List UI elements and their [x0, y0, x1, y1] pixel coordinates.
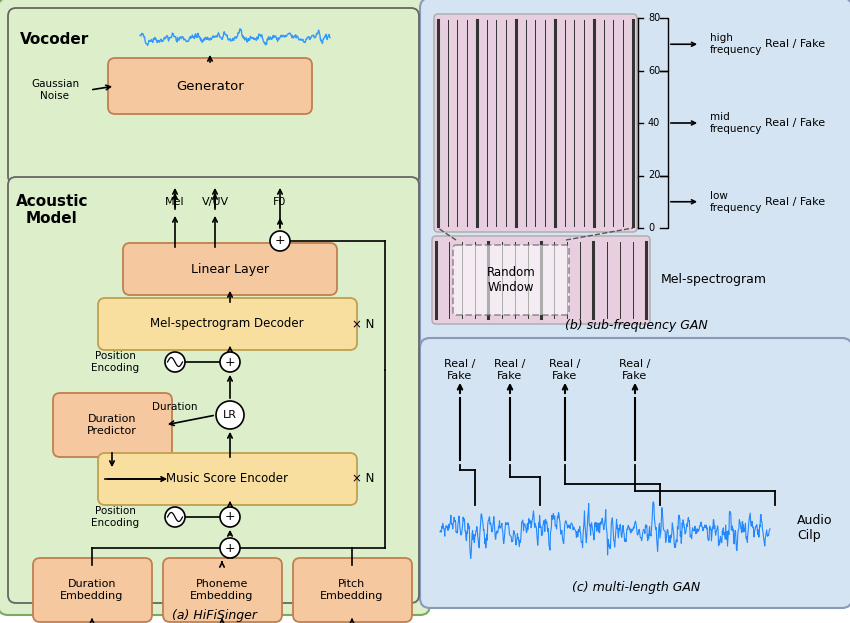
Text: frequency: frequency	[710, 202, 762, 212]
Text: Real /
Fake: Real / Fake	[495, 359, 525, 381]
Circle shape	[220, 507, 240, 527]
Text: Generator: Generator	[176, 80, 244, 92]
Text: 40: 40	[648, 118, 660, 128]
Text: Duration
Predictor: Duration Predictor	[87, 414, 137, 436]
Circle shape	[270, 231, 290, 251]
Text: +: +	[224, 541, 235, 554]
FancyBboxPatch shape	[8, 177, 419, 603]
Text: F0: F0	[274, 197, 286, 207]
Text: frequency: frequency	[710, 124, 762, 134]
FancyBboxPatch shape	[98, 298, 357, 350]
Text: Audio
Cilp: Audio Cilp	[797, 514, 832, 542]
Text: Real / Fake: Real / Fake	[765, 118, 825, 128]
FancyBboxPatch shape	[420, 338, 850, 608]
Text: Position: Position	[94, 506, 135, 516]
Text: 20: 20	[648, 171, 660, 181]
Text: Position: Position	[94, 351, 135, 361]
Text: +: +	[275, 234, 286, 247]
FancyBboxPatch shape	[8, 8, 419, 184]
FancyBboxPatch shape	[0, 0, 430, 615]
Text: Real /
Fake: Real / Fake	[620, 359, 651, 381]
Text: low: low	[710, 191, 728, 201]
FancyBboxPatch shape	[453, 245, 569, 315]
Circle shape	[165, 352, 185, 372]
FancyBboxPatch shape	[420, 0, 850, 348]
Text: +: +	[224, 510, 235, 523]
FancyBboxPatch shape	[432, 236, 650, 324]
Text: Real / Fake: Real / Fake	[765, 39, 825, 49]
Circle shape	[220, 352, 240, 372]
FancyBboxPatch shape	[53, 393, 172, 457]
Text: Gaussian
Noise: Gaussian Noise	[31, 79, 79, 101]
FancyBboxPatch shape	[123, 243, 337, 295]
Text: Mel-spectrogram Decoder: Mel-spectrogram Decoder	[150, 318, 303, 330]
Text: Mel: Mel	[165, 197, 184, 207]
Text: 60: 60	[648, 65, 660, 75]
Text: Vocoder: Vocoder	[20, 32, 89, 47]
Text: 80: 80	[648, 13, 660, 23]
Text: (a) HiFiSinger: (a) HiFiSinger	[173, 609, 258, 622]
Text: mid: mid	[710, 112, 730, 122]
Text: LR: LR	[223, 410, 237, 420]
Text: Pitch
Embedding: Pitch Embedding	[320, 579, 383, 601]
Circle shape	[165, 507, 185, 527]
Text: frequency: frequency	[710, 45, 762, 55]
FancyBboxPatch shape	[33, 558, 152, 622]
Text: Real /
Fake: Real / Fake	[549, 359, 581, 381]
Text: Real / Fake: Real / Fake	[765, 197, 825, 207]
FancyBboxPatch shape	[163, 558, 282, 622]
Text: high: high	[710, 33, 733, 43]
Text: × N: × N	[352, 472, 374, 485]
Text: V/UV: V/UV	[201, 197, 229, 207]
Text: Random
Window: Random Window	[486, 266, 536, 294]
Text: Real /
Fake: Real / Fake	[445, 359, 476, 381]
FancyBboxPatch shape	[108, 58, 312, 114]
Text: Acoustic
Model: Acoustic Model	[16, 194, 88, 226]
Text: Duration: Duration	[152, 402, 198, 412]
Text: 0: 0	[648, 223, 654, 233]
Text: × N: × N	[352, 318, 374, 330]
FancyBboxPatch shape	[98, 453, 357, 505]
Text: Phoneme
Embedding: Phoneme Embedding	[190, 579, 253, 601]
Text: Encoding: Encoding	[91, 518, 139, 528]
Text: Duration
Embedding: Duration Embedding	[60, 579, 124, 601]
FancyBboxPatch shape	[434, 14, 637, 232]
FancyBboxPatch shape	[293, 558, 412, 622]
Circle shape	[216, 401, 244, 429]
Text: (b) sub-frequency GAN: (b) sub-frequency GAN	[564, 320, 707, 333]
Text: Encoding: Encoding	[91, 363, 139, 373]
Text: (c) multi-length GAN: (c) multi-length GAN	[572, 581, 700, 594]
Text: +: +	[224, 356, 235, 368]
Text: Mel-spectrogram: Mel-spectrogram	[661, 273, 767, 287]
Text: Music Score Encoder: Music Score Encoder	[166, 472, 288, 485]
Text: Linear Layer: Linear Layer	[191, 262, 269, 275]
Circle shape	[220, 538, 240, 558]
